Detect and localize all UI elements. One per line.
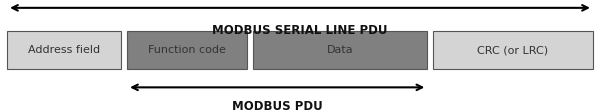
Text: CRC (or LRC): CRC (or LRC) — [478, 45, 548, 55]
Text: Function code: Function code — [148, 45, 226, 55]
Text: MODBUS PDU: MODBUS PDU — [232, 100, 323, 112]
Text: Data: Data — [327, 45, 353, 55]
FancyBboxPatch shape — [127, 31, 247, 69]
Text: MODBUS SERIAL LINE PDU: MODBUS SERIAL LINE PDU — [212, 24, 388, 37]
FancyBboxPatch shape — [7, 31, 121, 69]
Text: Address field: Address field — [28, 45, 100, 55]
FancyBboxPatch shape — [433, 31, 593, 69]
FancyBboxPatch shape — [253, 31, 427, 69]
